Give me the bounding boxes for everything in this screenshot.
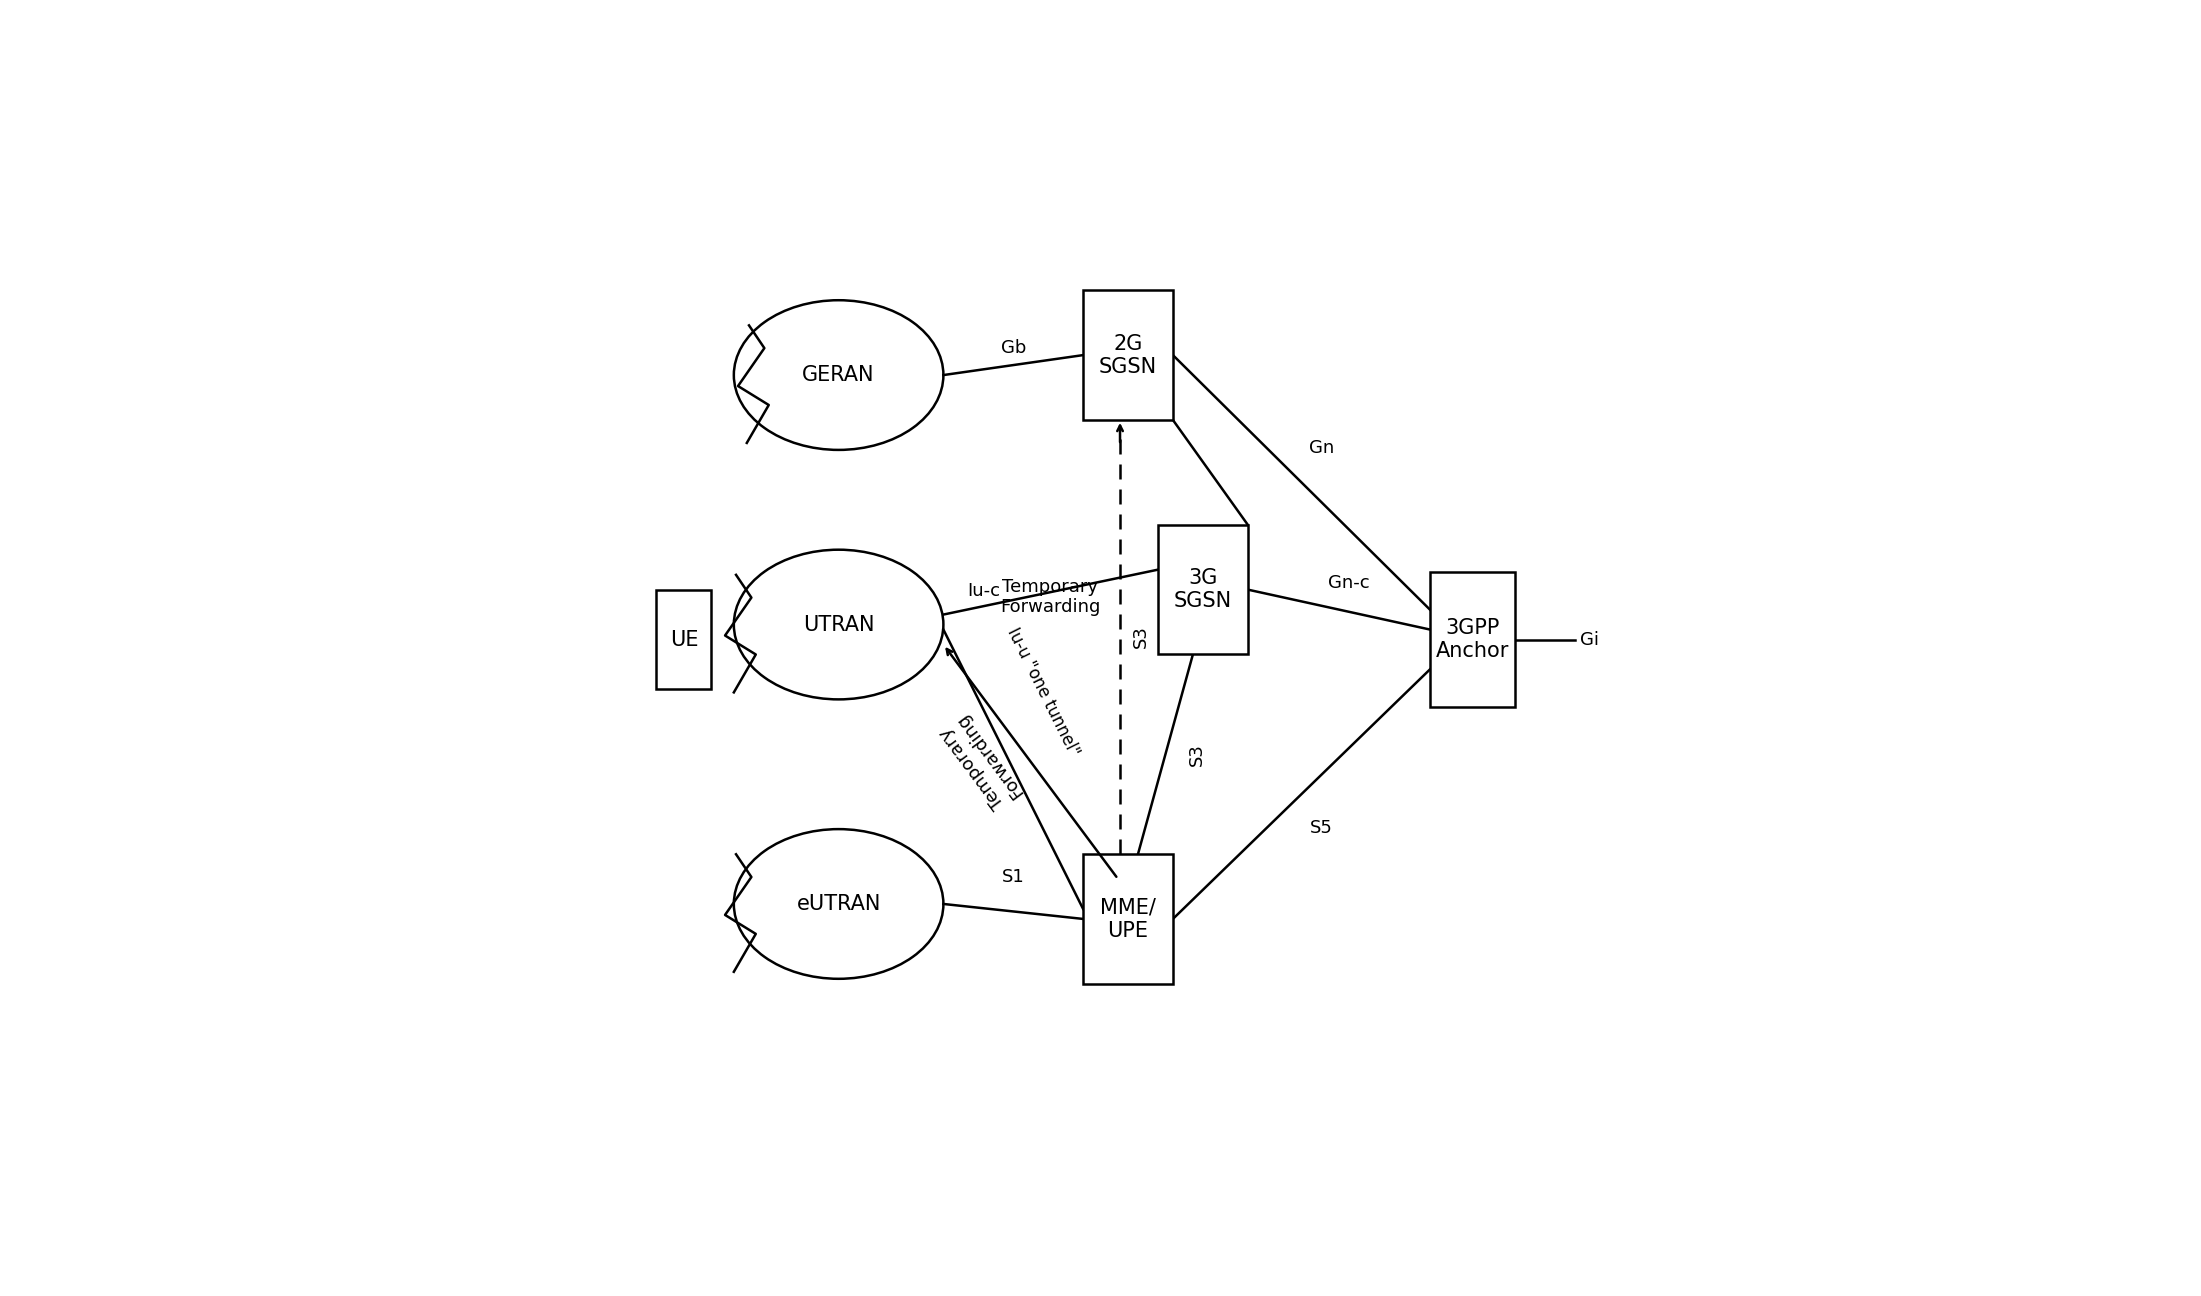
Bar bbox=[1158, 525, 1248, 654]
Text: S3: S3 bbox=[1186, 743, 1206, 766]
Text: 2G
SGSN: 2G SGSN bbox=[1098, 333, 1158, 377]
Text: UE: UE bbox=[669, 630, 698, 649]
Text: 3G
SGSN: 3G SGSN bbox=[1173, 568, 1233, 612]
Text: MME/
UPE: MME/ UPE bbox=[1100, 897, 1156, 941]
Text: Gn: Gn bbox=[1310, 439, 1334, 457]
Bar bbox=[1431, 572, 1514, 706]
Text: Temporary
Forwarding: Temporary Forwarding bbox=[935, 710, 1026, 814]
Text: Gb: Gb bbox=[1001, 340, 1026, 358]
Text: UTRAN: UTRAN bbox=[803, 614, 874, 635]
Text: S1: S1 bbox=[1001, 868, 1026, 886]
Bar bbox=[1083, 290, 1173, 420]
Text: Iu-u "one tunnel": Iu-u "one tunnel" bbox=[1004, 625, 1083, 759]
Bar bbox=[1083, 854, 1173, 984]
Text: eUTRAN: eUTRAN bbox=[797, 894, 880, 914]
Text: Iu-c: Iu-c bbox=[966, 582, 999, 600]
Text: S5: S5 bbox=[1310, 819, 1334, 837]
Text: 3GPP
Anchor: 3GPP Anchor bbox=[1435, 618, 1510, 661]
Text: GERAN: GERAN bbox=[803, 365, 874, 385]
Bar bbox=[656, 590, 711, 689]
Text: Temporary
Forwarding: Temporary Forwarding bbox=[999, 578, 1100, 617]
Text: S3: S3 bbox=[1131, 626, 1149, 648]
Text: Gi: Gi bbox=[1580, 631, 1598, 648]
Text: Gn-c: Gn-c bbox=[1327, 574, 1369, 591]
